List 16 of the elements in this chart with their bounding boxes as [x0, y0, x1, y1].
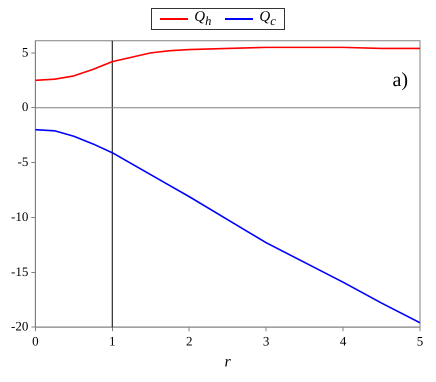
x-tick-label: 5: [416, 333, 424, 348]
x-tick-label: 4: [340, 333, 347, 348]
y-tick-label: -20: [10, 318, 28, 334]
y-tick-label: -15: [10, 264, 28, 279]
y-tick-label: -10: [10, 208, 28, 224]
x-axis-title: r: [224, 354, 232, 371]
y-tick-label: -5: [17, 154, 28, 170]
y-tick-label: 0: [22, 99, 28, 114]
x-tick-label: 1: [109, 333, 116, 348]
annotation: a): [392, 69, 408, 92]
legend-label: Q$_{c}$: [259, 9, 276, 29]
x-tick-label: 3: [262, 333, 270, 348]
x-tick-label: 2: [186, 333, 192, 348]
legend-label: Q$_{h}$: [194, 9, 212, 29]
y-tick-label: 5: [22, 44, 28, 60]
x-tick-label: 0: [32, 333, 39, 348]
